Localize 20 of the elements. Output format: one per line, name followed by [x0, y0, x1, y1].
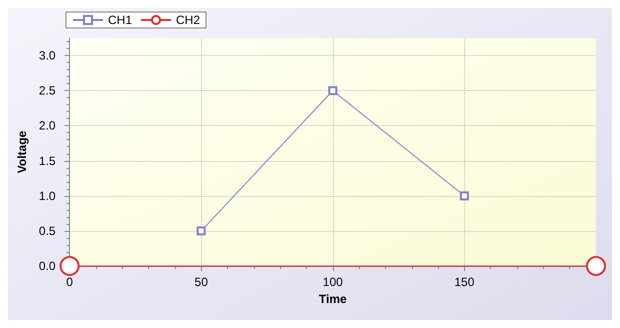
- y-tick-label: 1.0: [38, 188, 56, 203]
- y-tick-label: 0.5: [38, 224, 56, 238]
- point: [60, 256, 80, 276]
- x-tick-label: 0: [66, 275, 74, 289]
- y-tick-label: 2.5: [38, 84, 56, 98]
- y-tick-label: 3.0: [38, 48, 56, 63]
- point: [196, 226, 206, 236]
- x-tick-label: 150: [454, 275, 475, 289]
- y-tick-label: 2.0: [38, 118, 56, 133]
- point: [460, 191, 469, 200]
- x-tick-label: 50: [194, 275, 208, 289]
- point: [586, 256, 606, 276]
- legend-label: CH2: [176, 13, 200, 27]
- y-tick-label: 1.5: [38, 154, 56, 168]
- point: [328, 86, 338, 96]
- y-tick-label: 0.0: [38, 259, 56, 273]
- legend-label: CH1: [108, 13, 132, 27]
- y-axis-title: Voltage: [15, 130, 29, 174]
- x-axis-title: Time: [318, 292, 348, 306]
- x-tick-label: 100: [322, 275, 344, 289]
